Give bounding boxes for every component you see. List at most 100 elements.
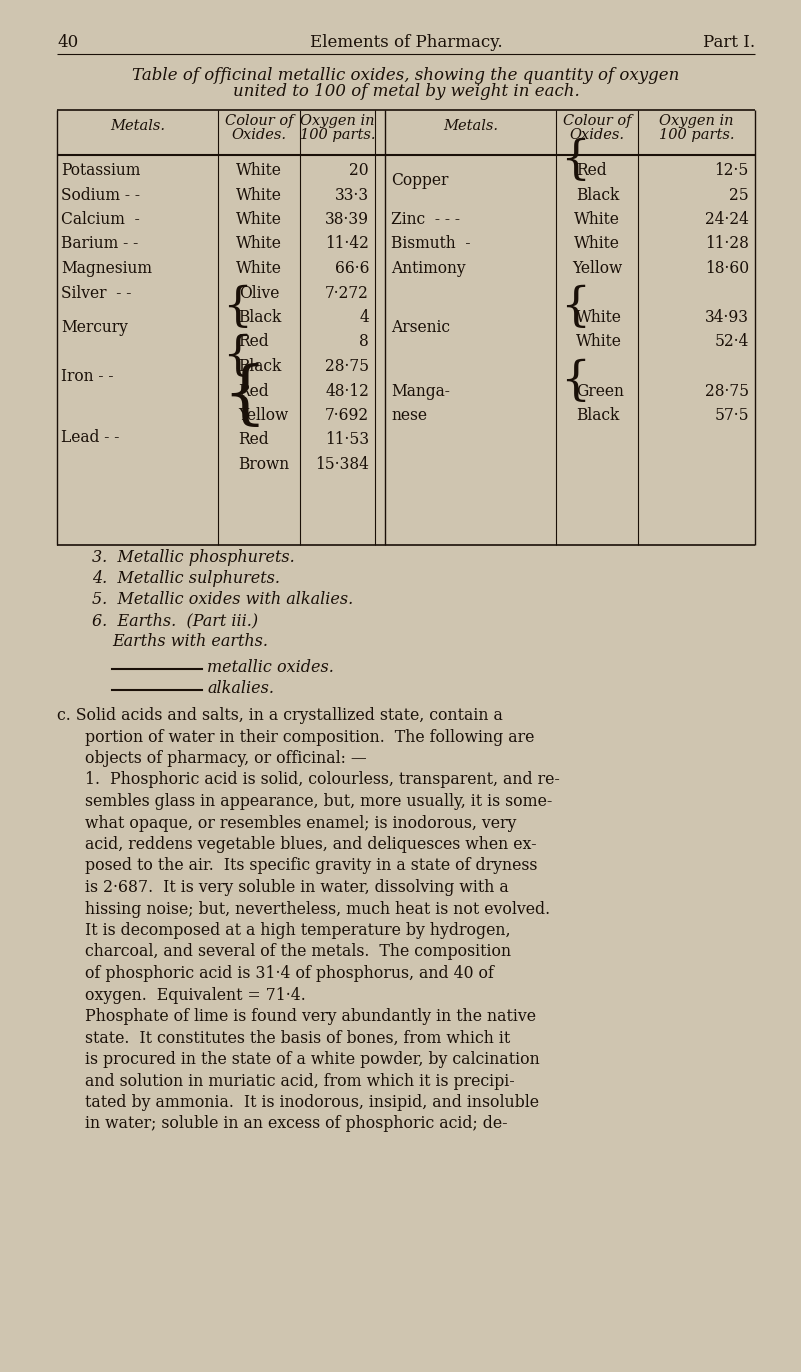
Text: Barium - -: Barium - - — [61, 236, 139, 252]
Text: Oxygen in: Oxygen in — [300, 114, 375, 128]
Text: {: { — [222, 364, 266, 429]
Text: Green: Green — [576, 383, 624, 399]
Text: Colour of: Colour of — [225, 114, 293, 128]
Text: Red: Red — [576, 162, 606, 178]
Text: Magnesium: Magnesium — [61, 261, 152, 277]
Text: of phosphoric acid is 31·4 of phosphorus, and 40 of: of phosphoric acid is 31·4 of phosphorus… — [85, 965, 494, 982]
Text: objects of pharmacy, or officinal: —: objects of pharmacy, or officinal: — — [85, 750, 367, 767]
Text: nese: nese — [391, 407, 427, 424]
Text: Lead - -: Lead - - — [61, 429, 119, 446]
Text: is procured in the state of a white powder, by calcination: is procured in the state of a white powd… — [85, 1051, 540, 1067]
Text: 40: 40 — [57, 34, 78, 51]
Text: {: { — [560, 285, 590, 331]
Text: 15·384: 15·384 — [315, 456, 369, 473]
Text: what opaque, or resembles enamel; is inodorous, very: what opaque, or resembles enamel; is ino… — [85, 815, 517, 831]
Text: White: White — [236, 261, 282, 277]
Text: 11·53: 11·53 — [325, 432, 369, 449]
Text: Black: Black — [576, 187, 619, 203]
Text: and solution in muriatic acid, from which it is precipi-: and solution in muriatic acid, from whic… — [85, 1073, 515, 1089]
Text: Copper: Copper — [391, 173, 449, 189]
Text: Black: Black — [238, 358, 281, 375]
Text: Red: Red — [238, 333, 268, 350]
Text: c. Solid acids and salts, in a crystallized state, contain a: c. Solid acids and salts, in a crystalli… — [57, 707, 503, 724]
Text: hissing noise; but, nevertheless, much heat is not evolved.: hissing noise; but, nevertheless, much h… — [85, 900, 550, 918]
Text: 7·272: 7·272 — [325, 284, 369, 302]
Text: 12·5: 12·5 — [714, 162, 749, 178]
Text: 7·692: 7·692 — [325, 407, 369, 424]
Text: charcoal, and several of the metals.  The composition: charcoal, and several of the metals. The… — [85, 944, 511, 960]
Text: Earths with earths.: Earths with earths. — [112, 632, 268, 650]
Text: portion of water in their composition.  The following are: portion of water in their composition. T… — [85, 729, 534, 745]
Text: 1.  Phosphoric acid is solid, colourless, transparent, and re-: 1. Phosphoric acid is solid, colourless,… — [85, 771, 560, 789]
Text: 100 parts.: 100 parts. — [658, 128, 735, 141]
Text: is 2·687.  It is very soluble in water, dissolving with a: is 2·687. It is very soluble in water, d… — [85, 879, 509, 896]
Text: metallic oxides.: metallic oxides. — [207, 659, 334, 676]
Text: acid, reddens vegetable blues, and deliquesces when ex-: acid, reddens vegetable blues, and deliq… — [85, 836, 537, 853]
Text: Manga-: Manga- — [391, 383, 450, 399]
Text: Oxides.: Oxides. — [570, 128, 625, 141]
Text: Sodium - -: Sodium - - — [61, 187, 140, 203]
Text: posed to the air.  Its specific gravity in a state of dryness: posed to the air. Its specific gravity i… — [85, 858, 537, 874]
Text: 8: 8 — [360, 333, 369, 350]
Text: 6.  Earths.  (Part iii.): 6. Earths. (Part iii.) — [92, 612, 258, 628]
Text: Bismuth  -: Bismuth - — [391, 236, 470, 252]
Text: {: { — [560, 137, 590, 182]
Text: White: White — [574, 236, 620, 252]
Text: Antimony: Antimony — [391, 261, 465, 277]
Text: 100 parts.: 100 parts. — [300, 128, 375, 141]
Text: Red: Red — [238, 432, 268, 449]
Text: Oxides.: Oxides. — [231, 128, 287, 141]
Text: White: White — [576, 333, 622, 350]
Text: {: { — [222, 285, 252, 331]
Text: Oxygen in: Oxygen in — [659, 114, 734, 128]
Text: 28·75: 28·75 — [325, 358, 369, 375]
Text: It is decomposed at a high temperature by hydrogen,: It is decomposed at a high temperature b… — [85, 922, 510, 938]
Text: White: White — [236, 211, 282, 228]
Text: Red: Red — [238, 383, 268, 399]
Text: White: White — [576, 309, 622, 327]
Text: united to 100 of metal by weight in each.: united to 100 of metal by weight in each… — [232, 82, 579, 100]
Text: White: White — [236, 236, 282, 252]
Text: Brown: Brown — [238, 456, 289, 473]
Text: {: { — [222, 333, 252, 379]
Text: Potassium: Potassium — [61, 162, 140, 178]
Text: Metals.: Metals. — [110, 119, 165, 133]
Text: 52·4: 52·4 — [714, 333, 749, 350]
Text: Black: Black — [238, 309, 281, 327]
Text: 33·3: 33·3 — [335, 187, 369, 203]
Text: 57·5: 57·5 — [714, 407, 749, 424]
Text: in water; soluble in an excess of phosphoric acid; de-: in water; soluble in an excess of phosph… — [85, 1115, 508, 1132]
Text: tated by ammonia.  It is inodorous, insipid, and insoluble: tated by ammonia. It is inodorous, insip… — [85, 1093, 539, 1111]
Text: 25: 25 — [729, 187, 749, 203]
Text: 38·39: 38·39 — [325, 211, 369, 228]
Text: 28·75: 28·75 — [705, 383, 749, 399]
Text: 4.  Metallic sulphurets.: 4. Metallic sulphurets. — [92, 569, 280, 587]
Text: White: White — [236, 187, 282, 203]
Text: Elements of Pharmacy.: Elements of Pharmacy. — [310, 34, 502, 51]
Text: Metals.: Metals. — [443, 119, 498, 133]
Text: 34·93: 34·93 — [705, 309, 749, 327]
Text: Arsenic: Arsenic — [391, 320, 450, 336]
Text: Calcium  -: Calcium - — [61, 211, 139, 228]
Text: sembles glass in appearance, but, more usually, it is some-: sembles glass in appearance, but, more u… — [85, 793, 553, 809]
Text: 20: 20 — [349, 162, 369, 178]
Text: White: White — [236, 162, 282, 178]
Text: Phosphate of lime is found very abundantly in the native: Phosphate of lime is found very abundant… — [85, 1008, 536, 1025]
Text: {: { — [560, 358, 590, 403]
Text: Silver  - -: Silver - - — [61, 284, 131, 302]
Text: Iron - -: Iron - - — [61, 368, 114, 386]
Text: 11·28: 11·28 — [705, 236, 749, 252]
Text: White: White — [574, 211, 620, 228]
Text: Part I.: Part I. — [702, 34, 755, 51]
Text: 24·24: 24·24 — [705, 211, 749, 228]
Text: 18·60: 18·60 — [705, 261, 749, 277]
Text: 48·12: 48·12 — [325, 383, 369, 399]
Text: 66·6: 66·6 — [335, 261, 369, 277]
Text: Olive: Olive — [239, 284, 280, 302]
Text: 3.  Metallic phosphurets.: 3. Metallic phosphurets. — [92, 549, 295, 567]
Text: Colour of: Colour of — [563, 114, 631, 128]
Text: Table of officinal metallic oxides, showing the quantity of oxygen: Table of officinal metallic oxides, show… — [132, 67, 680, 84]
Text: Yellow: Yellow — [572, 261, 622, 277]
Text: 11·42: 11·42 — [325, 236, 369, 252]
Text: Yellow: Yellow — [238, 407, 288, 424]
